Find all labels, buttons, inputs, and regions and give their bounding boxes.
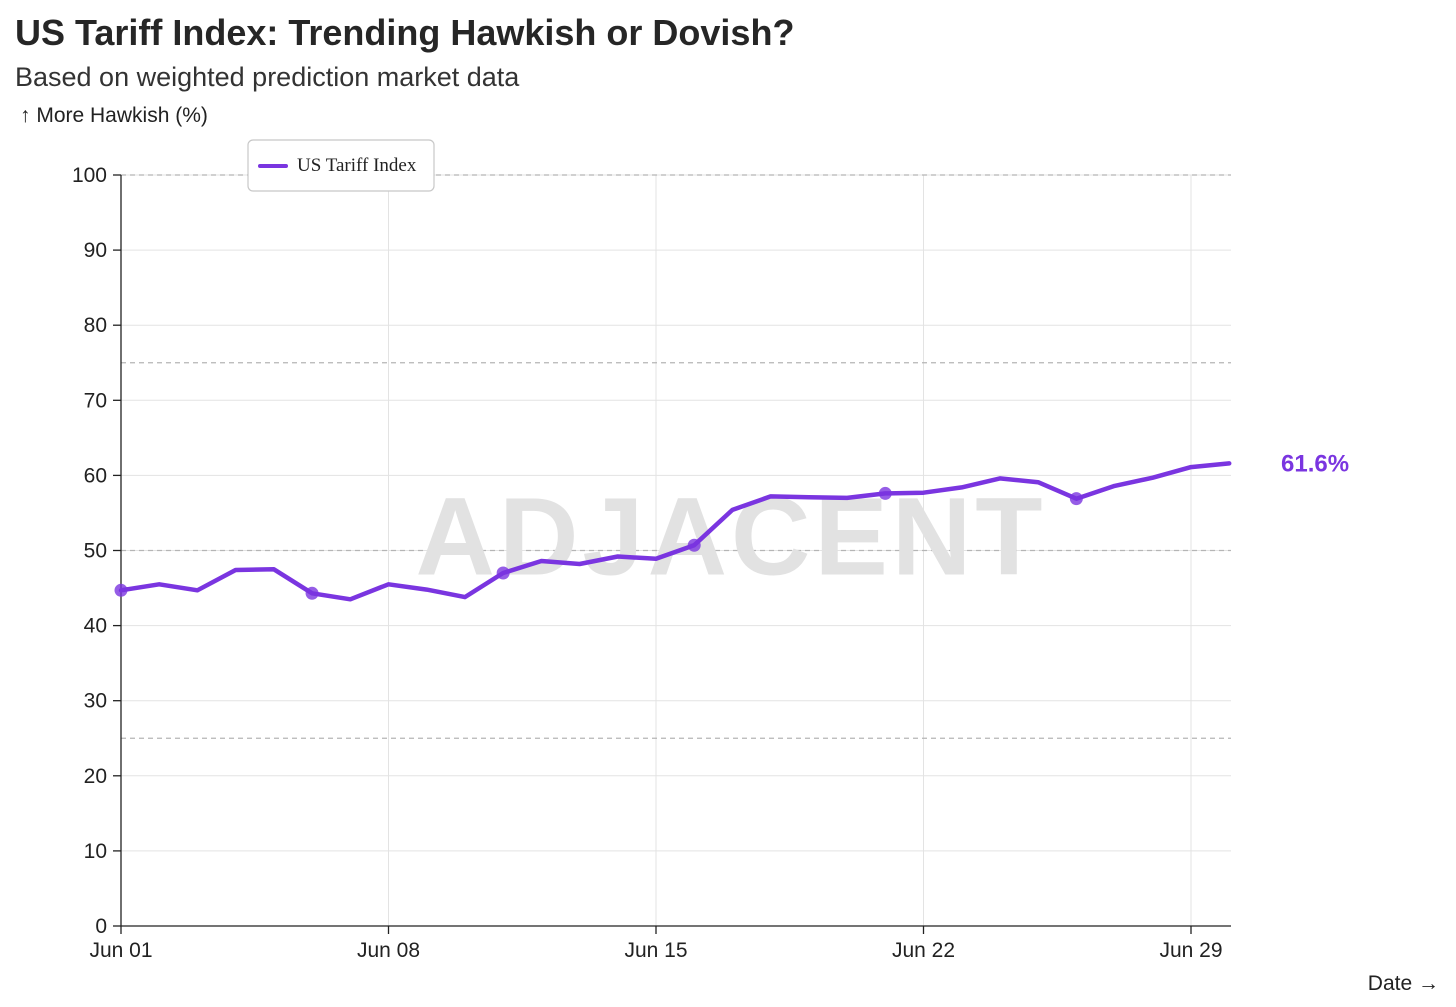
data-point [878,486,892,500]
y-tick-label: 40 [84,615,107,638]
x-tick-label: Jun 15 [624,939,687,962]
series-line [118,461,1232,602]
y-tick-label: 80 [84,314,107,337]
x-tick-label: Jun 22 [892,939,955,962]
watermark: ADJACENT [416,476,1047,599]
y-axis-label: ↑ More Hawkish (%) [20,104,208,127]
data-point [114,583,128,597]
chart-subtitle: Based on weighted prediction market data [15,62,520,92]
y-tick-label: 50 [84,540,107,563]
y-tick-label: 90 [84,239,107,262]
data-point [1069,492,1083,506]
y-tick-label: 100 [72,164,107,187]
y-tick-label: 70 [84,389,107,412]
y-tick-label: 30 [84,690,107,713]
data-point [305,586,319,600]
data-point [687,538,701,552]
x-tick-label: Jun 08 [357,939,420,962]
legend-box [247,139,435,192]
y-tick-label: 20 [84,765,107,788]
x-tick-label: Jun 01 [89,939,152,962]
y-tick-label: 0 [95,915,107,938]
legend-label: US Tariff Index [297,155,417,176]
axes: 0 10 20 30 40 50 60 70 80 90 100 Jun 01 Jun 08 Jun 15… [72,164,1231,962]
series-layer: 61.6% [114,450,1349,602]
x-axis-label: Date → [1367,972,1439,995]
last-value-label: 61.6% [1281,450,1349,477]
x-tick-label: Jun 29 [1159,939,1222,962]
data-point [496,566,510,580]
chart-title: US Tariff Index: Trending Hawkish or Dov… [15,12,795,53]
y-tick-label: 10 [84,840,107,863]
legend[interactable]: US Tariff Index [247,139,435,192]
y-tick-label: 60 [84,464,107,487]
